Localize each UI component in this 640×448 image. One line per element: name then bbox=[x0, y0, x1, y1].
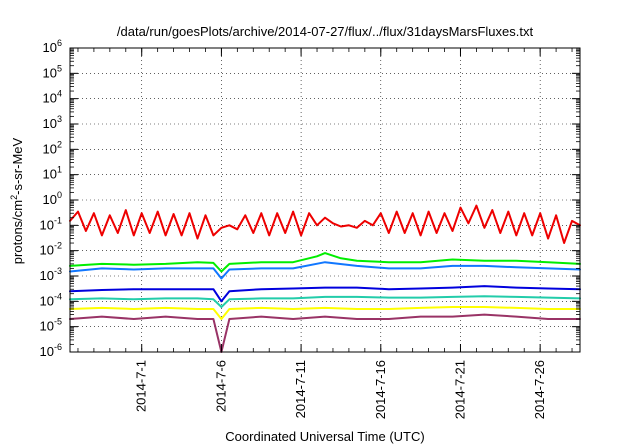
x-tick-label: 2014-7-21 bbox=[452, 360, 467, 419]
y-tick-label: 105 bbox=[43, 63, 62, 80]
y-tick-label: 103 bbox=[43, 114, 62, 131]
y-tick-label: 106 bbox=[43, 38, 62, 55]
x-tick-label: 2014-7-11 bbox=[293, 360, 308, 418]
y-axis-label-rest: -s-sr-MeV bbox=[10, 137, 25, 194]
series-line-2 bbox=[69, 261, 581, 280]
series-line-6 bbox=[69, 313, 581, 353]
y-tick-label: 10-1 bbox=[40, 215, 62, 232]
y-tick-label: 100 bbox=[43, 190, 62, 207]
chart-title: /data/run/goesPlots/archive/2014-07-27/f… bbox=[117, 24, 534, 39]
x-tick-label: 2014-7-26 bbox=[532, 360, 547, 419]
y-tick-label: 10-5 bbox=[40, 317, 62, 334]
x-tick-label: 2014-7-16 bbox=[373, 360, 388, 419]
grid bbox=[70, 48, 580, 352]
series-line-4 bbox=[69, 295, 581, 308]
series-line-5 bbox=[69, 306, 581, 320]
x-axis-label: Coordinated Universal Time (UTC) bbox=[225, 429, 424, 444]
y-axis-label-base: protons/cm bbox=[10, 200, 25, 264]
y-axis-label: protons/cm2-s-sr-MeV bbox=[9, 137, 25, 264]
y-tick-label: 10-3 bbox=[40, 266, 62, 283]
series-line-0 bbox=[69, 204, 581, 244]
axes: 10-6 10-5 10-4 10-3 10-2 10-1 100 101 102 103 104 1… bbox=[40, 38, 580, 419]
series-line-1 bbox=[69, 252, 581, 273]
series-line-3 bbox=[69, 285, 581, 303]
y-tick-label: 104 bbox=[43, 89, 62, 106]
y-tick-label: 10-4 bbox=[40, 291, 62, 308]
series-group bbox=[69, 204, 581, 353]
y-tick-label: 10-2 bbox=[40, 241, 62, 258]
x-tick-label: 2014-7-6 bbox=[213, 360, 228, 412]
x-tick-label: 2014-7-1 bbox=[134, 360, 149, 412]
y-tick-label: 10-6 bbox=[40, 342, 62, 359]
y-tick-label: 102 bbox=[43, 139, 62, 156]
y-axis-label-sup: 2 bbox=[9, 195, 19, 200]
y-tick-label: 101 bbox=[43, 165, 62, 182]
